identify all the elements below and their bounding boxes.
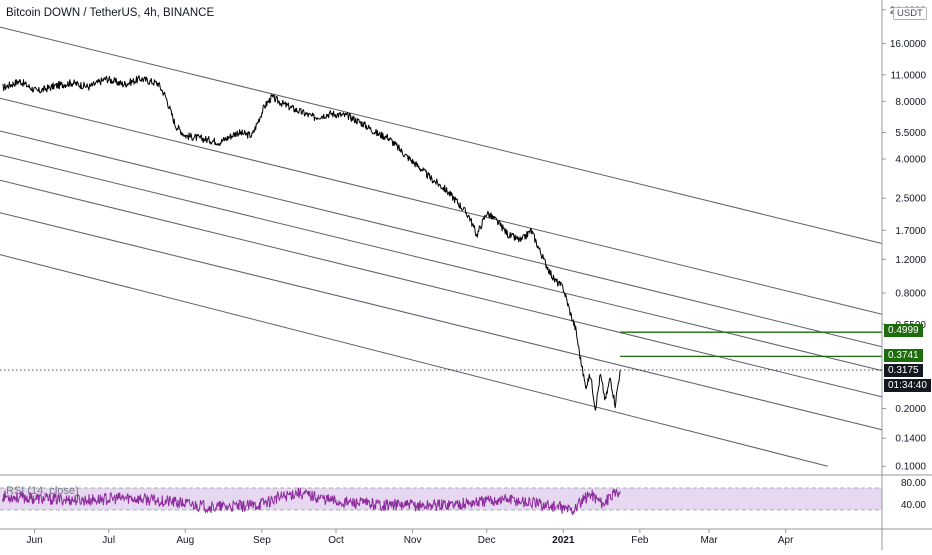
x-tick-label: Apr — [778, 535, 794, 546]
rsi-title: RSI (14, close) — [6, 485, 79, 497]
y-tick-label: 1.7000 — [895, 226, 926, 237]
channel-line — [0, 179, 883, 398]
price-line — [2, 75, 621, 411]
y-tick-label: 0.2000 — [895, 404, 926, 415]
channel-line — [0, 26, 883, 245]
target-label-lower: 0.3741 — [884, 349, 923, 362]
y-tick-label: 5.5000 — [895, 128, 926, 139]
x-tick-label: Aug — [176, 535, 194, 546]
y-tick-label: 0.8000 — [895, 289, 926, 300]
chart-title: Bitcoin DOWN / TetherUS, 4h, BINANCE — [6, 7, 215, 19]
x-tick-label: Jun — [27, 535, 43, 546]
y-tick-label: 11.0000 — [891, 70, 927, 81]
x-tick-label: Feb — [631, 535, 649, 546]
y-tick-label: 1.2000 — [895, 255, 926, 266]
rsi-y-tick-label: 80.00 — [901, 478, 926, 489]
x-tick-label: Oct — [328, 535, 344, 546]
rsi-line — [2, 487, 621, 516]
channel-lines — [0, 26, 883, 467]
y-tick-label: 0.1000 — [895, 462, 926, 473]
channel-line — [0, 254, 828, 467]
target-lines — [0, 331, 882, 371]
x-tick-label: 2021 — [552, 535, 575, 546]
bar-countdown-label: 01:34:40 — [884, 379, 931, 392]
rsi-pane — [0, 487, 882, 516]
last-price-label: 0.3175 — [884, 364, 923, 377]
x-tick-label: Nov — [404, 535, 422, 546]
rsi-y-tick-label: 40.00 — [901, 500, 926, 511]
channel-line — [0, 97, 883, 315]
channel-line — [0, 130, 883, 348]
y-tick-label: 0.1400 — [895, 434, 926, 445]
x-tick-label: Sep — [253, 535, 271, 546]
channel-line — [0, 154, 883, 372]
x-tick-label: Dec — [478, 535, 496, 546]
price-series — [2, 75, 621, 411]
y-tick-label: 16.0000 — [890, 39, 927, 50]
x-tick-label: Jul — [102, 535, 115, 546]
y-tick-label: 2.5000 — [895, 194, 926, 205]
y-tick-label: 8.0000 — [895, 97, 926, 108]
currency-unit-badge[interactable]: USDT — [893, 7, 927, 20]
y-tick-label: 4.0000 — [895, 155, 926, 166]
target-label-upper: 0.4999 — [884, 324, 923, 337]
channel-line — [0, 212, 883, 431]
x-tick-label: Mar — [700, 535, 718, 546]
